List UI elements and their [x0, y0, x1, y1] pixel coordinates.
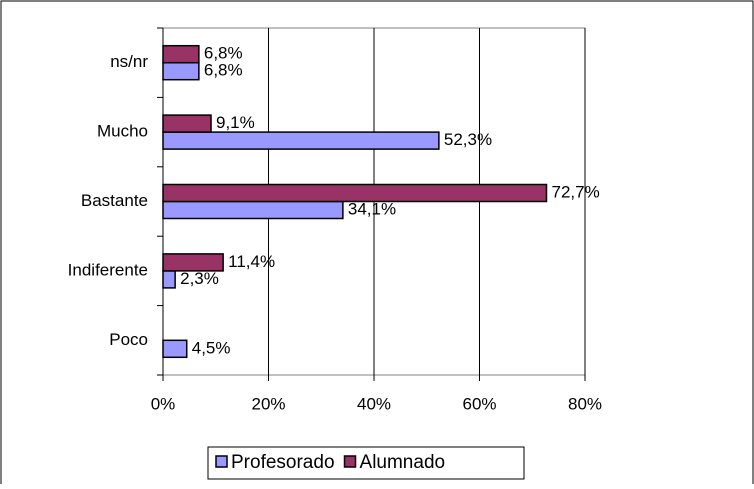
bar — [162, 200, 344, 220]
data-label: 52,3% — [444, 130, 492, 149]
y-tick-label: Indiferente — [68, 260, 148, 279]
x-tick-label: 20% — [251, 394, 285, 413]
data-label: 2,3% — [180, 269, 219, 288]
data-label: 11,4% — [228, 252, 275, 271]
y-tick-label: Bastante — [81, 191, 148, 210]
bar — [162, 131, 440, 150]
bar — [162, 44, 200, 64]
legend-swatch — [215, 455, 228, 468]
x-tick-label: 0% — [151, 394, 176, 413]
data-label: 4,5% — [192, 338, 231, 357]
bar — [162, 183, 548, 203]
x-tick-label: 60% — [462, 394, 496, 413]
data-label: 6,8% — [204, 61, 243, 80]
x-tick-label: 80% — [568, 394, 602, 413]
y-tick-label: Poco — [109, 330, 148, 349]
legend — [207, 446, 525, 480]
bar — [162, 339, 188, 359]
bar — [162, 61, 200, 81]
legend-swatch — [343, 455, 357, 468]
bar — [162, 253, 224, 272]
bar — [162, 270, 176, 289]
y-tick-label: ns/nr — [110, 52, 148, 71]
data-label: 9,1% — [216, 113, 255, 132]
data-label: 6,8% — [204, 44, 243, 63]
y-tick-label: Mucho — [97, 122, 148, 141]
x-tick-label: 40% — [357, 394, 391, 413]
data-label: 34,1% — [348, 199, 396, 218]
legend-label: Profesorado — [231, 452, 335, 473]
legend-label: Alumnado — [360, 452, 446, 473]
data-label: 72,7% — [551, 182, 599, 201]
bar — [162, 114, 212, 133]
